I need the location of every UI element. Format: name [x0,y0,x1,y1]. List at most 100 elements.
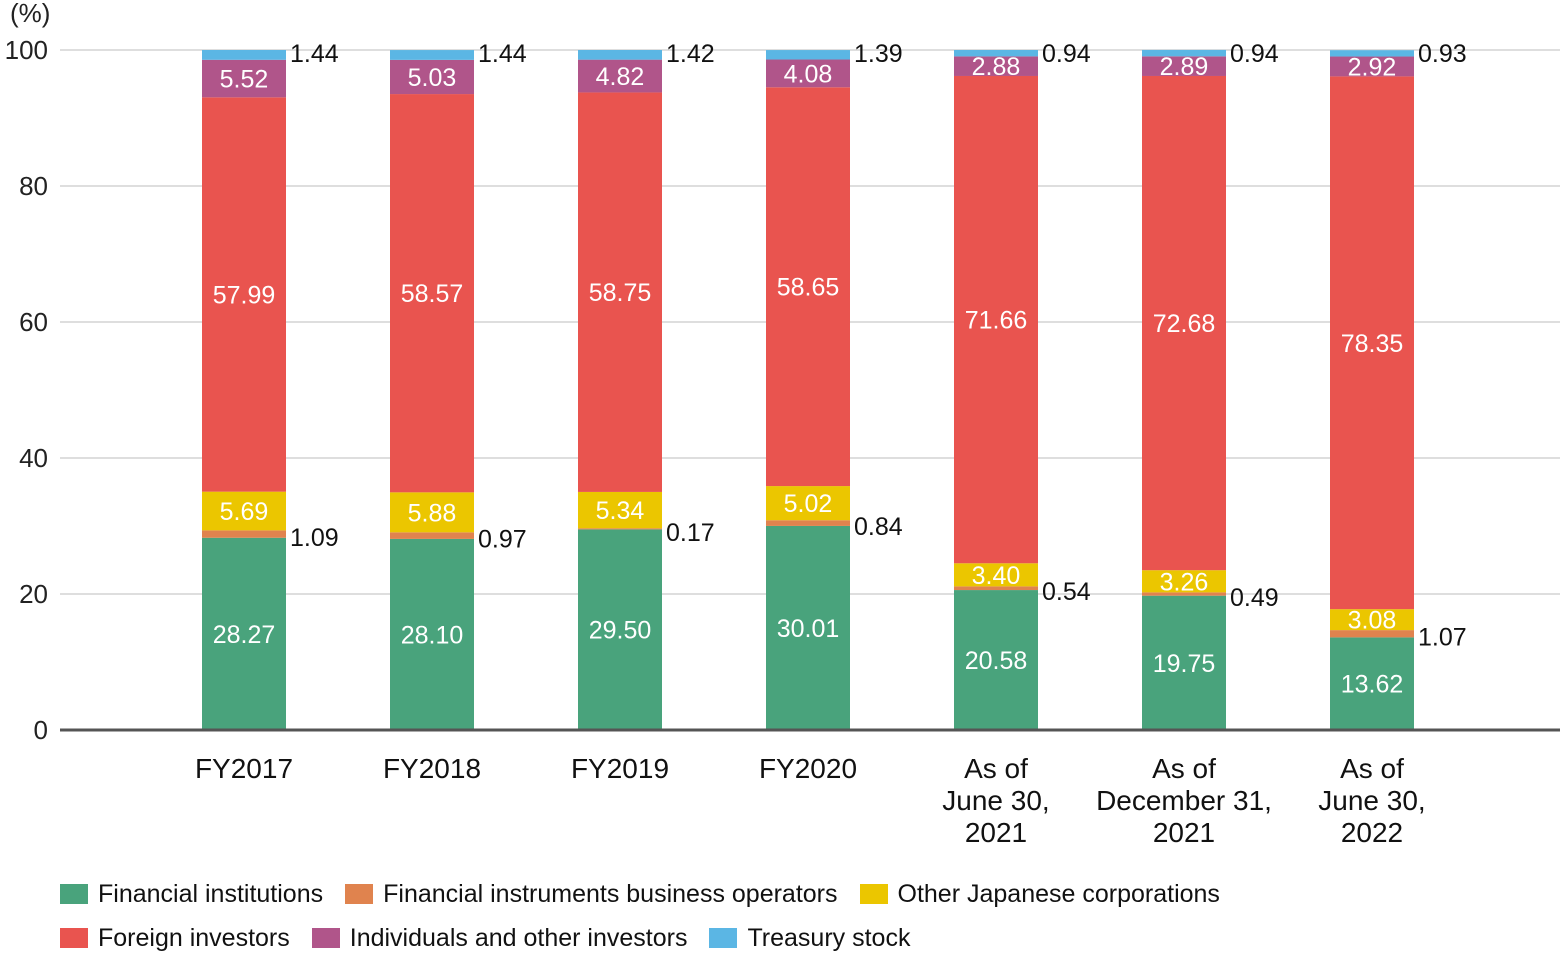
bar-segment [390,59,474,95]
bar-segment [1142,49,1226,57]
value-label: 0.94 [1230,40,1279,68]
value-label: 2.89 [1160,53,1209,81]
value-label: 58.57 [401,280,464,308]
bar-segment [954,590,1038,730]
bar-segment [766,525,850,730]
bar-segment [954,586,1038,591]
x-tick-label: As of [1340,753,1404,784]
x-tick-label: June 30, [942,785,1049,816]
value-label: 13.62 [1341,671,1404,699]
bar-segment [1330,56,1414,77]
value-label: 0.97 [478,526,527,554]
value-label: 2.88 [972,53,1021,81]
y-tick-label: 40 [19,443,48,473]
x-tick-label: December 31, [1096,785,1272,816]
bar-segment [766,59,850,88]
y-tick-label: 80 [19,171,48,201]
bar-segment [954,56,1038,76]
value-label: 1.42 [666,40,715,68]
value-label: 72.68 [1153,310,1216,338]
bar-segment [766,87,850,487]
legend-label: Individuals and other investors [349,923,688,952]
legend-row: Foreign investors Individuals and other i… [60,916,1540,960]
legend-item: Individuals and other investors [311,923,688,953]
bar-segment [954,50,1038,57]
x-tick-label: As of [1152,753,1216,784]
value-label: 19.75 [1153,650,1216,678]
value-label: 57.99 [213,281,276,309]
legend-swatch [60,928,88,948]
x-tick-label: 2021 [1153,817,1215,848]
y-tick-label: 100 [5,35,48,65]
bar-segment [202,530,286,538]
stacked-bar-chart: (%) 0 20 40 60 80 100 28.27 1.09 5.69 57.99 5.52 1… [5,0,1560,848]
value-label: 4.82 [596,63,645,91]
legend-item: Treasury stock [709,924,910,953]
x-tick-label: June 30, [1318,785,1425,816]
value-label: 71.66 [965,307,1028,335]
bar-segment [202,59,286,98]
x-tick-label: 2021 [965,817,1027,848]
bar-segment [390,538,474,730]
bar-segment [578,59,662,93]
legend-label: Foreign investors [98,923,290,952]
value-label: 0.17 [666,519,715,547]
y-tick-label: 20 [19,579,48,609]
bar-segment [1330,76,1414,610]
bar-segment [954,563,1038,587]
bar-segment [1330,630,1414,638]
legend-swatch [311,928,340,948]
bar-segment [202,537,286,730]
bar-segment [390,492,474,533]
value-label: 5.34 [596,497,645,525]
bar-segment [202,50,286,60]
legend-item: Financial institutions [60,880,323,909]
legend-swatch [859,884,888,904]
bar-segment [578,491,662,529]
value-label: 0.49 [1230,584,1279,612]
value-label: 5.88 [408,499,457,527]
bar-segment [1330,50,1414,57]
value-label: 0.93 [1418,40,1467,68]
legend-item: Financial instruments business operators [345,879,838,909]
legend-swatch [709,928,738,948]
value-label: 1.44 [478,40,527,68]
value-label: 5.52 [220,66,269,94]
value-label: 30.01 [777,615,840,643]
bar-segment [202,491,286,531]
bar-segment [1330,609,1414,631]
bar-segment [766,520,850,526]
legend-label: Financial institutions [98,879,324,908]
bar-segment [1142,56,1226,76]
bar-segment [954,75,1038,564]
legend-row: Financial institutions Financial instrume… [60,872,1540,916]
value-label: 4.08 [784,60,833,88]
legend-label: Other Japanese corporations [897,879,1220,908]
y-axis-ticks: 0 20 40 60 80 100 [5,35,48,745]
bar-segment [1142,75,1226,571]
legend: Financial institutions Financial instrume… [60,872,1540,960]
x-tick-label: FY2019 [571,753,669,784]
legend-label: Treasury stock [747,923,911,952]
value-label: 0.94 [1042,40,1091,68]
bar-segment [390,94,474,493]
legend-swatch [345,884,374,904]
bar-segment [390,50,474,60]
value-label: 1.44 [290,40,339,68]
bar-segment [1142,592,1226,596]
value-label: 78.35 [1341,330,1404,358]
bar-segment [1142,570,1226,593]
bars [202,49,1414,730]
value-label: 3.40 [972,562,1021,590]
bar-segment [578,528,662,530]
legend-label: Financial instruments business operators [383,879,838,908]
value-label: 5.02 [784,490,833,518]
bar-segment [766,486,850,521]
legend-item: Foreign investors [60,924,290,953]
x-tick-label: FY2017 [195,753,293,784]
bar-segment [1330,637,1414,730]
y-tick-label: 0 [34,715,48,745]
value-labels: 28.27 1.09 5.69 57.99 5.52 1.44 28.10 0.97 5.88 5… [213,40,1467,699]
value-label: 2.92 [1348,53,1397,81]
